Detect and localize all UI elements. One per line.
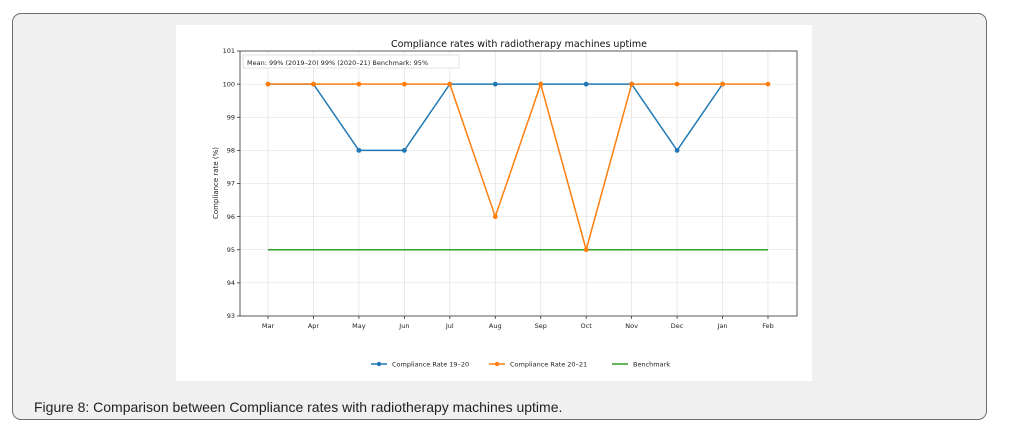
data-point — [492, 81, 498, 87]
y-tick-label: 98 — [227, 147, 235, 155]
x-tick-label: Aug — [489, 322, 502, 330]
axis-layer: 93 94 95 96 97 98 99 100 101 Mar Apr May Jun Jul Aug Se… — [223, 47, 774, 330]
data-point — [674, 81, 680, 87]
legend-label: Compliance Rate 20–21 — [510, 360, 587, 368]
legend-label: Compliance Rate 19–20 — [392, 360, 469, 368]
data-point — [583, 81, 589, 87]
data-point — [401, 147, 407, 153]
legend-label: Benchmark — [633, 360, 670, 368]
line-chart: Compliance rates with radiotherapy machi… — [212, 39, 798, 368]
data-point — [765, 81, 771, 87]
x-tick-label: Jan — [717, 322, 728, 330]
grid-lines — [240, 50, 797, 317]
legend: Compliance Rate 19–20 Compliance Rate 20–… — [371, 360, 670, 368]
x-tick-label: May — [352, 322, 366, 330]
series-line — [268, 83, 768, 251]
y-tick-label: 99 — [227, 113, 235, 121]
legend-marker — [494, 361, 500, 367]
series-layer — [265, 81, 771, 253]
y-tick-label: 96 — [227, 213, 235, 221]
chart-panel: Compliance rates with radiotherapy machi… — [176, 25, 812, 381]
y-tick-label: 95 — [227, 246, 235, 254]
x-tick-label: Oct — [581, 322, 593, 330]
data-point — [583, 247, 589, 253]
legend-marker — [376, 361, 382, 367]
data-point — [401, 81, 407, 87]
annotation-box: Mean: 99% (2019–20) 99% (2020–21) Benchm… — [242, 54, 460, 69]
x-tick-label: Nov — [625, 322, 638, 330]
x-tick-label: Sep — [535, 322, 547, 330]
x-tick-label: Jul — [445, 322, 454, 330]
data-point — [311, 81, 316, 87]
data-point — [265, 81, 271, 87]
data-point — [674, 147, 680, 153]
data-point — [492, 214, 498, 220]
y-tick-label: 100 — [223, 80, 235, 88]
data-point — [629, 81, 635, 87]
x-tick-label: Dec — [671, 322, 684, 330]
chart-title: Compliance rates with radiotherapy machi… — [391, 39, 647, 50]
x-tick-label: Feb — [762, 322, 774, 330]
x-tick-label: Apr — [308, 322, 320, 330]
figure-caption: Figure 8: Comparison between Compliance … — [34, 399, 563, 415]
y-tick-label: 97 — [227, 180, 235, 188]
data-point — [356, 81, 362, 87]
y-axis-label: Compliance rate (%) — [212, 147, 220, 219]
data-point — [356, 147, 362, 153]
data-point — [720, 81, 725, 87]
data-point — [538, 81, 544, 87]
data-point — [447, 81, 453, 87]
y-tick-label: 94 — [227, 279, 235, 287]
y-tick-label: 93 — [227, 312, 235, 320]
y-tick-label: 101 — [223, 47, 235, 55]
x-tick-label: Mar — [262, 322, 275, 330]
annotation-text: Mean: 99% (2019–20) 99% (2020–21) Benchm… — [247, 59, 428, 67]
x-tick-label: Jun — [398, 322, 409, 330]
